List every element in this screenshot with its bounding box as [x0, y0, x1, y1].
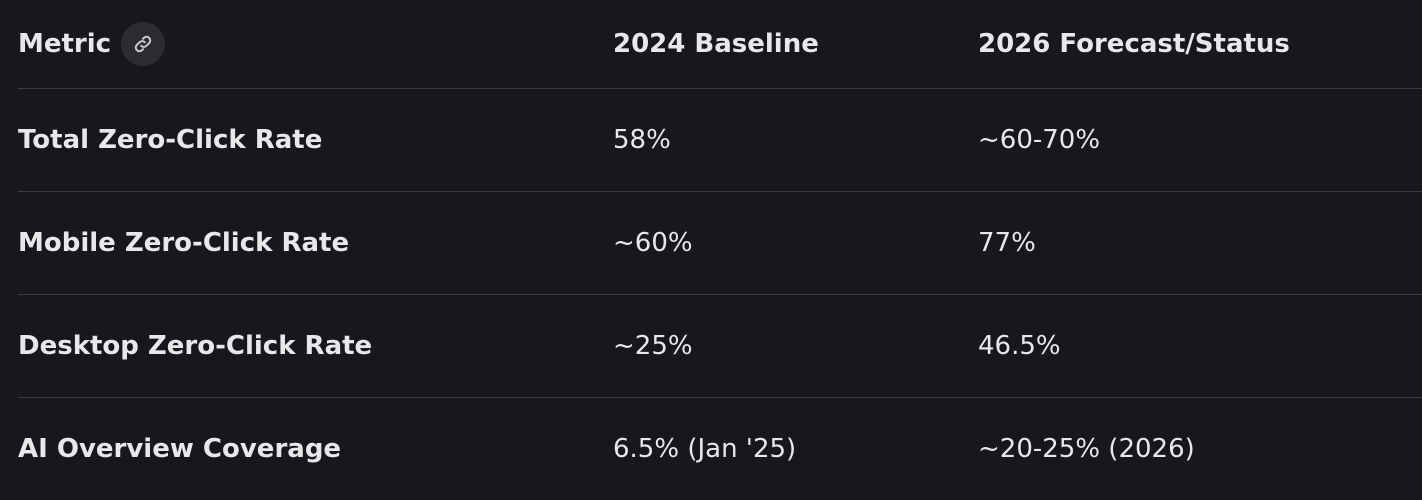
table: Metric 2024 Baseline 2026 Forecast/Statu… — [18, 0, 1422, 464]
table-cell: ~20-25% (2026) — [978, 434, 1195, 464]
table-cell: 58% — [613, 125, 671, 155]
header-row: Metric 2024 Baseline 2026 Forecast/Statu… — [18, 0, 1422, 95]
header-cell: 2026 Forecast/Status — [978, 28, 1290, 59]
link-glyph — [134, 35, 152, 52]
table-row: AI Overview Coverage 6.5% (Jan '25) ~20-25… — [18, 397, 1422, 500]
table-cell: Total Zero-Click Rate — [18, 125, 323, 155]
table-cell: 46.5% — [978, 331, 1061, 361]
table-cell: ~60-70% — [978, 125, 1101, 155]
header-text: Metric — [18, 28, 112, 59]
header-cell: Metric — [18, 0, 166, 95]
link-icon[interactable] — [121, 21, 166, 66]
table-row: Desktop Zero-Click Rate ~25% 46.5% — [18, 294, 1422, 397]
table-row: Total Zero-Click Rate 58% ~60-70% — [18, 88, 1422, 191]
table-cell: ~25% — [613, 331, 693, 361]
table-row: Mobile Zero-Click Rate ~60% 77% — [18, 191, 1422, 294]
table-cell: Desktop Zero-Click Rate — [18, 331, 373, 361]
table-cell: 6.5% (Jan '25) — [613, 434, 797, 464]
table-cell: ~60% — [613, 228, 693, 258]
header-cell: 2024 Baseline — [613, 28, 819, 59]
table-cell: 77% — [978, 228, 1036, 258]
table-cell: AI Overview Coverage — [18, 434, 342, 464]
table-cell: Mobile Zero-Click Rate — [18, 228, 350, 258]
